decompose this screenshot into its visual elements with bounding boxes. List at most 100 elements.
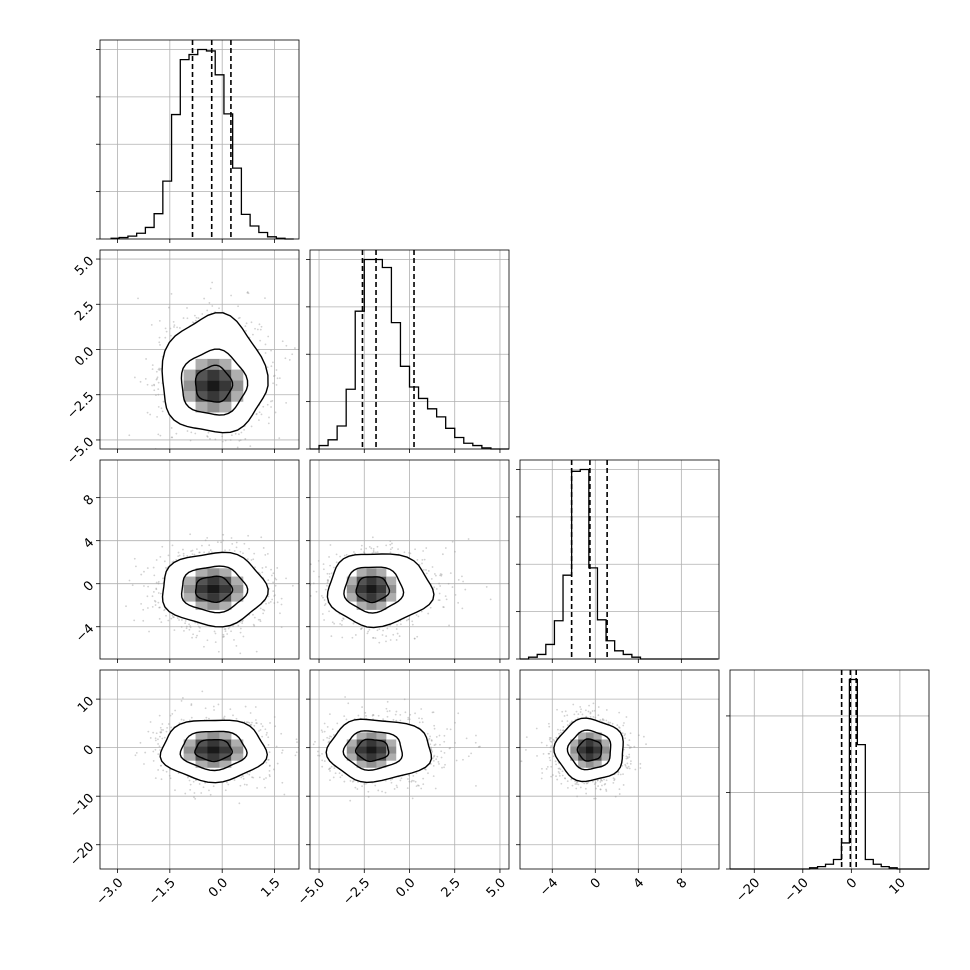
contour-line [194,575,234,604]
density-cell [183,593,196,602]
sample-point [151,368,154,371]
sample-point [266,403,269,406]
sample-point [202,454,204,456]
sample-point [197,317,200,319]
sample-point [198,551,201,554]
sample-point [170,617,173,620]
sample-point [260,325,263,328]
sample-point [264,352,267,354]
sample-point [372,636,375,639]
sample-point [312,570,315,573]
sample-point [376,545,379,548]
sample-point [165,614,167,617]
density-cell [195,576,208,585]
sample-point [159,726,162,729]
sample-point [194,779,197,782]
sample-point [137,297,139,300]
sample-point [221,440,224,443]
sample-point [184,622,187,625]
sample-point [206,435,209,437]
sample-point [224,628,227,630]
sample-point [268,751,271,754]
sample-point [237,317,240,320]
sample-point [211,305,214,307]
sample-point [307,602,309,604]
sample-point [157,738,159,741]
sample-point [190,550,192,552]
sample-point [222,636,224,638]
sample-point [208,302,211,304]
density-cell [231,390,244,402]
x-tick-label: −10 [782,875,812,905]
sample-point [155,559,158,561]
sample-point [157,368,160,371]
sample-point [391,542,393,545]
sample-point [396,623,398,626]
sample-point [454,593,457,596]
sample-point [330,572,333,575]
sample-point [222,539,225,542]
sample-point [462,580,465,583]
sample-point [189,439,192,442]
y-tick-label: −5.0 [64,435,97,468]
sample-point [158,319,161,322]
sample-point [133,376,136,379]
sample-point [422,550,425,552]
sample-point [193,314,196,317]
sample-point [249,723,252,726]
sample-point [181,619,183,621]
sample-point [271,399,274,402]
sample-point [159,731,162,734]
sample-point [247,721,249,724]
density-cell [366,584,377,594]
sample-point [262,547,265,549]
sample-point [331,621,334,624]
sample-point [372,550,375,552]
panel-frame [519,459,720,660]
sample-point [317,559,320,562]
sample-point [196,622,199,625]
sample-point [433,573,436,575]
sample-point [304,589,306,591]
sample-point [150,323,153,326]
sample-point [457,578,460,581]
sample-point [230,630,232,633]
sample-point [213,630,216,633]
sample-point [153,384,156,387]
sample-point [159,434,162,437]
contour-line [194,364,234,403]
sample-point [172,616,174,618]
sample-point [208,544,211,547]
sample-point [186,430,189,432]
sample-point [351,636,354,639]
sample-point [227,627,230,630]
sample-point [170,726,173,729]
sample-point [284,357,287,360]
sample-point [209,438,211,440]
sample-point [149,413,152,416]
sample-point [244,325,247,328]
sample-point [372,548,375,550]
sample-point [386,627,389,630]
sample-point [239,550,242,553]
hist-1-grid [310,250,509,450]
sample-point [411,623,414,626]
x-tick-label: −20 [733,875,763,905]
sample-point [255,413,258,415]
sample-point [245,322,248,325]
sample-point [278,377,281,380]
sample-point [200,792,203,794]
sample-point [133,557,136,560]
sample-point [262,612,265,615]
sample-point [220,541,223,544]
sample-point [374,551,377,554]
sample-point [268,769,271,772]
density-cell [183,576,196,585]
y-tick-label: −2.5 [64,389,97,422]
sample-point [275,383,278,386]
density-cell [195,390,208,402]
sample-point [326,581,329,584]
hist-panel-3: −20 −10 0 10 [726,669,930,905]
density-layer [134,690,299,805]
contour-line [180,348,249,416]
